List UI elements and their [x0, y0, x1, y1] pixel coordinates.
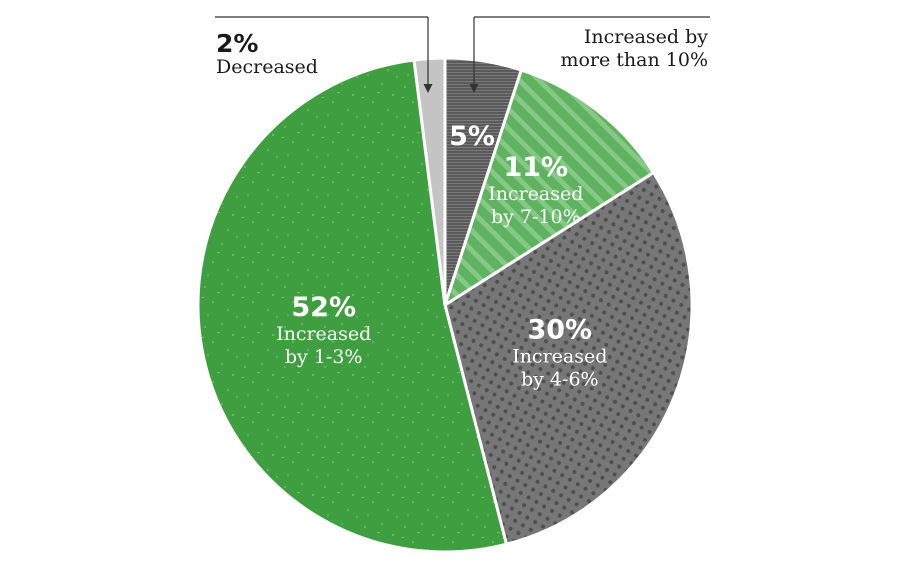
- slice-desc-label: by 7-10%: [491, 206, 581, 228]
- slice-pct-label: 11%: [503, 152, 568, 183]
- pie-slice-increased-by-7-10: [443, 68, 656, 307]
- callout-decreased-pct: 2%: [216, 29, 258, 58]
- callout-increased-arrow-icon: [469, 84, 479, 93]
- pie-slice-increased-by-4-6: [443, 171, 694, 546]
- pie-slices: [196, 56, 694, 554]
- slice-desc-label: Increased: [488, 183, 583, 205]
- slice-desc-label: by 4-6%: [521, 369, 599, 391]
- callout-decreased: 2% Decreased: [215, 16, 433, 93]
- callout-decreased-arrow-icon: [423, 84, 433, 93]
- callout-decreased-label: Decreased: [216, 56, 318, 78]
- slice-pct-label: 5%: [449, 121, 495, 152]
- slice-desc-label: by 1-3%: [285, 346, 363, 368]
- pie-slice-decreased: [412, 56, 447, 307]
- callout-increased-more-than-10: Increased by more than 10%: [469, 16, 710, 93]
- slice-pct-label: 52%: [291, 292, 356, 323]
- callout-increased-line-1: Increased by: [584, 26, 708, 48]
- callout-increased-line-2: more than 10%: [560, 49, 708, 71]
- slice-pct-label: 30%: [527, 315, 592, 346]
- slice-desc-label: Increased: [276, 323, 371, 345]
- slice-desc-label: Increased: [512, 346, 607, 368]
